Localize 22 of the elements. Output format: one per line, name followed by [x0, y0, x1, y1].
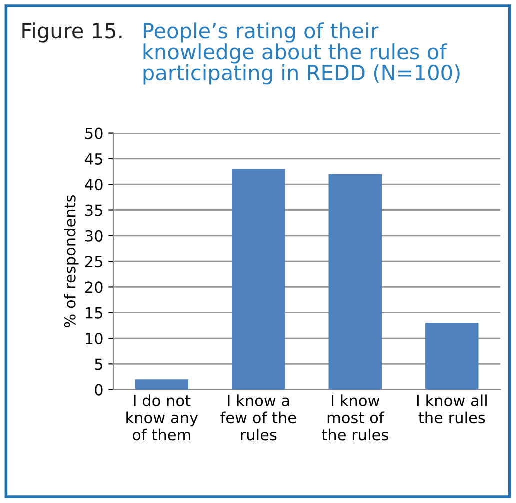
chart-subtitle: People’s rating of their knowledge about the rules of participating in REDD (N=100) [144, 22, 460, 85]
y-tick-label: 30 [86, 230, 103, 242]
y-tick-label: 25 [85, 256, 102, 268]
y-tick-label: 15 [86, 308, 102, 319]
y-tick-label: 20 [85, 282, 103, 294]
y-tick-label: 10 [86, 332, 103, 345]
y-tick-label: 35 [86, 204, 102, 216]
x-tick-label: I know most of the rules [322, 394, 388, 441]
y-tick-label: 0 [95, 384, 103, 396]
y-tick-label: 50 [86, 128, 103, 140]
y-axis-title: % of respondents [64, 195, 79, 328]
x-tick-label: I know a few of the rules [220, 394, 296, 441]
y-tick-label: 40 [85, 179, 103, 191]
y-tick-label: 45 [85, 154, 102, 165]
bar [328, 174, 382, 390]
bar [135, 380, 188, 390]
y-tick-label: 5 [95, 358, 102, 370]
bar [232, 169, 286, 390]
x-tick-label: I know all the rules [417, 394, 487, 424]
bar [426, 323, 479, 390]
x-tick-label: I do not know any of them [126, 394, 198, 441]
chart-title: Figure 15. [22, 22, 122, 43]
